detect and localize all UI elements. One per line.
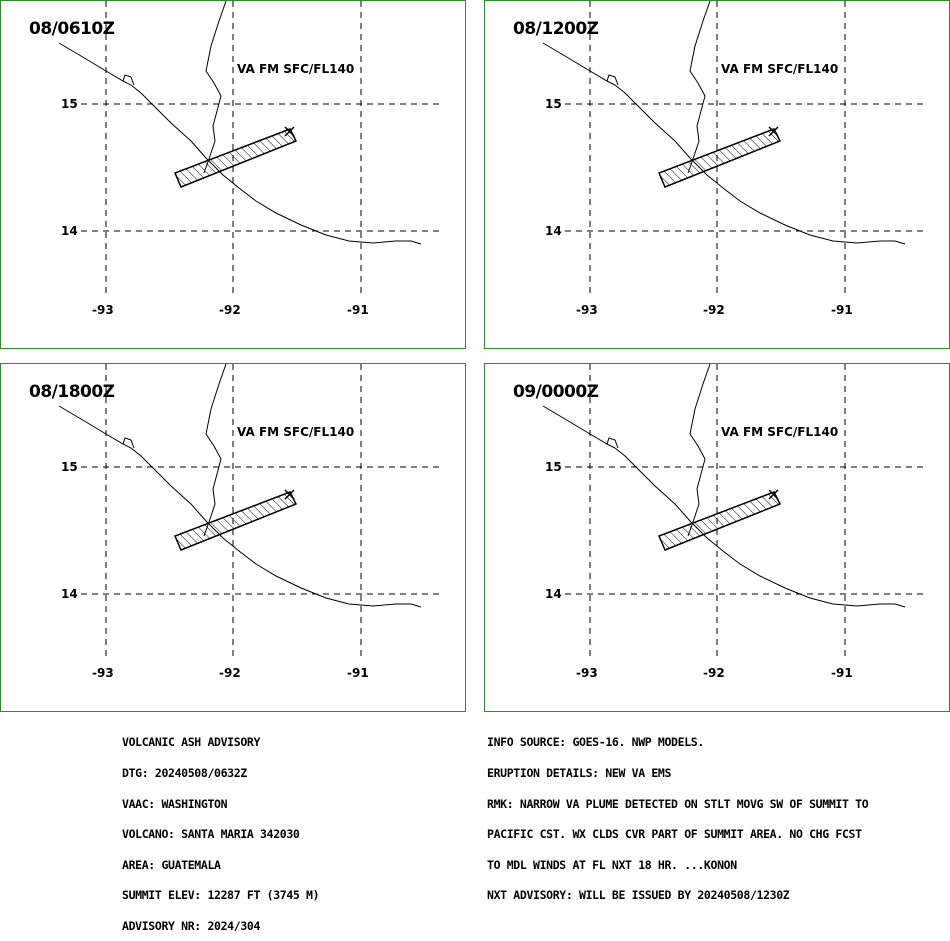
coastline: [542, 405, 906, 608]
advisory-next: NXT ADVISORY: WILL BE ISSUED BY 20240508…: [487, 888, 790, 903]
lon-tick-91: -91: [347, 666, 369, 680]
lon-tick-91: -91: [831, 303, 853, 317]
map-canvas: [58, 1, 441, 297]
advisory-remarks-line-3: TO MDL WINDS AT FL NXT 18 HR. ...KONON: [487, 857, 737, 872]
ash-level-label: VA FM SFC/FL140: [721, 425, 839, 439]
map-canvas: [58, 364, 441, 660]
ash-cloud-polygon: [658, 128, 782, 188]
lat-tick-14: 14: [545, 587, 562, 601]
advisory-summit-elev: SUMMIT ELEV: 12287 FT (3745 M): [122, 888, 320, 903]
lat-tick-15: 15: [545, 97, 562, 111]
advisory-title: VOLCANIC ASH ADVISORY: [122, 735, 261, 750]
forecast-panel-1: 08/0610Z VA FM SFC/FL140 15 14 -93 -92 -…: [0, 0, 466, 349]
coastline: [58, 42, 422, 245]
map-canvas: [542, 1, 925, 297]
panel-time: 09/0000Z: [513, 382, 599, 402]
international-border: [203, 1, 227, 174]
lon-tick-91: -91: [347, 303, 369, 317]
coastline-inlet: [606, 74, 619, 86]
coastline-inlet: [122, 74, 135, 86]
lon-tick-91: -91: [831, 666, 853, 680]
ash-cloud-polygon: [658, 491, 782, 551]
lat-tick-14: 14: [545, 224, 562, 238]
international-border: [687, 1, 711, 174]
ash-level-label: VA FM SFC/FL140: [721, 62, 839, 76]
lon-tick-92: -92: [703, 666, 725, 680]
advisory-details-block: INFO SOURCE: GOES-16. NWP MODELS. ERUPTI…: [487, 717, 869, 911]
ash-level-label: VA FM SFC/FL140: [237, 425, 355, 439]
lat-tick-15: 15: [545, 460, 562, 474]
volcano-icon: [768, 489, 779, 500]
lon-tick-93: -93: [576, 303, 598, 317]
lon-tick-93: -93: [92, 666, 114, 680]
international-border: [203, 364, 227, 537]
coastline-inlet: [606, 437, 619, 449]
lat-tick-14: 14: [61, 587, 78, 601]
forecast-panel-4: 09/0000Z VA FM SFC/FL140 15 14 -93 -92 -…: [484, 363, 950, 712]
advisory-volcano: VOLCANO: SANTA MARIA 342030: [122, 827, 300, 842]
lat-tick-15: 15: [61, 460, 78, 474]
ash-cloud-polygon: [174, 491, 298, 551]
lon-tick-92: -92: [703, 303, 725, 317]
volcano-icon: [768, 126, 779, 137]
advisory-remarks-line-2: PACIFIC CST. WX CLDS CVR PART OF SUMMIT …: [487, 827, 862, 842]
advisory-info-source: INFO SOURCE: GOES-16. NWP MODELS.: [487, 735, 704, 750]
lon-tick-92: -92: [219, 303, 241, 317]
advisory-vaac: VAAC: WASHINGTON: [122, 796, 228, 811]
panel-time: 08/1800Z: [29, 382, 115, 402]
advisory-remarks-line-1: RMK: NARROW VA PLUME DETECTED ON STLT MO…: [487, 796, 869, 811]
coastline: [58, 405, 422, 608]
lat-tick-14: 14: [61, 224, 78, 238]
lon-tick-93: -93: [92, 303, 114, 317]
forecast-panel-2: 08/1200Z VA FM SFC/FL140 15 14 -93 -92 -…: [484, 0, 950, 349]
ash-cloud-polygon: [174, 128, 298, 188]
panel-time: 08/0610Z: [29, 19, 115, 39]
advisory-area: AREA: GUATEMALA: [122, 857, 221, 872]
advisory-eruption-details: ERUPTION DETAILS: NEW VA EMS: [487, 766, 672, 780]
advisory-header-block: VOLCANIC ASH ADVISORY DTG: 20240508/0632…: [122, 717, 320, 941]
map-canvas: [542, 364, 925, 660]
international-border: [687, 364, 711, 537]
volcano-icon: [284, 126, 295, 137]
coastline-inlet: [122, 437, 135, 449]
panel-time: 08/1200Z: [513, 19, 599, 39]
lon-tick-92: -92: [219, 666, 241, 680]
ash-level-label: VA FM SFC/FL140: [237, 62, 355, 76]
forecast-panel-3: 08/1800Z VA FM SFC/FL140 15 14 -93 -92 -…: [0, 363, 466, 712]
volcano-icon: [284, 489, 295, 500]
advisory-number: ADVISORY NR: 2024/304: [122, 918, 261, 933]
advisory-dtg: DTG: 20240508/0632Z: [122, 766, 247, 780]
lon-tick-93: -93: [576, 666, 598, 680]
lat-tick-15: 15: [61, 97, 78, 111]
coastline: [542, 42, 906, 245]
